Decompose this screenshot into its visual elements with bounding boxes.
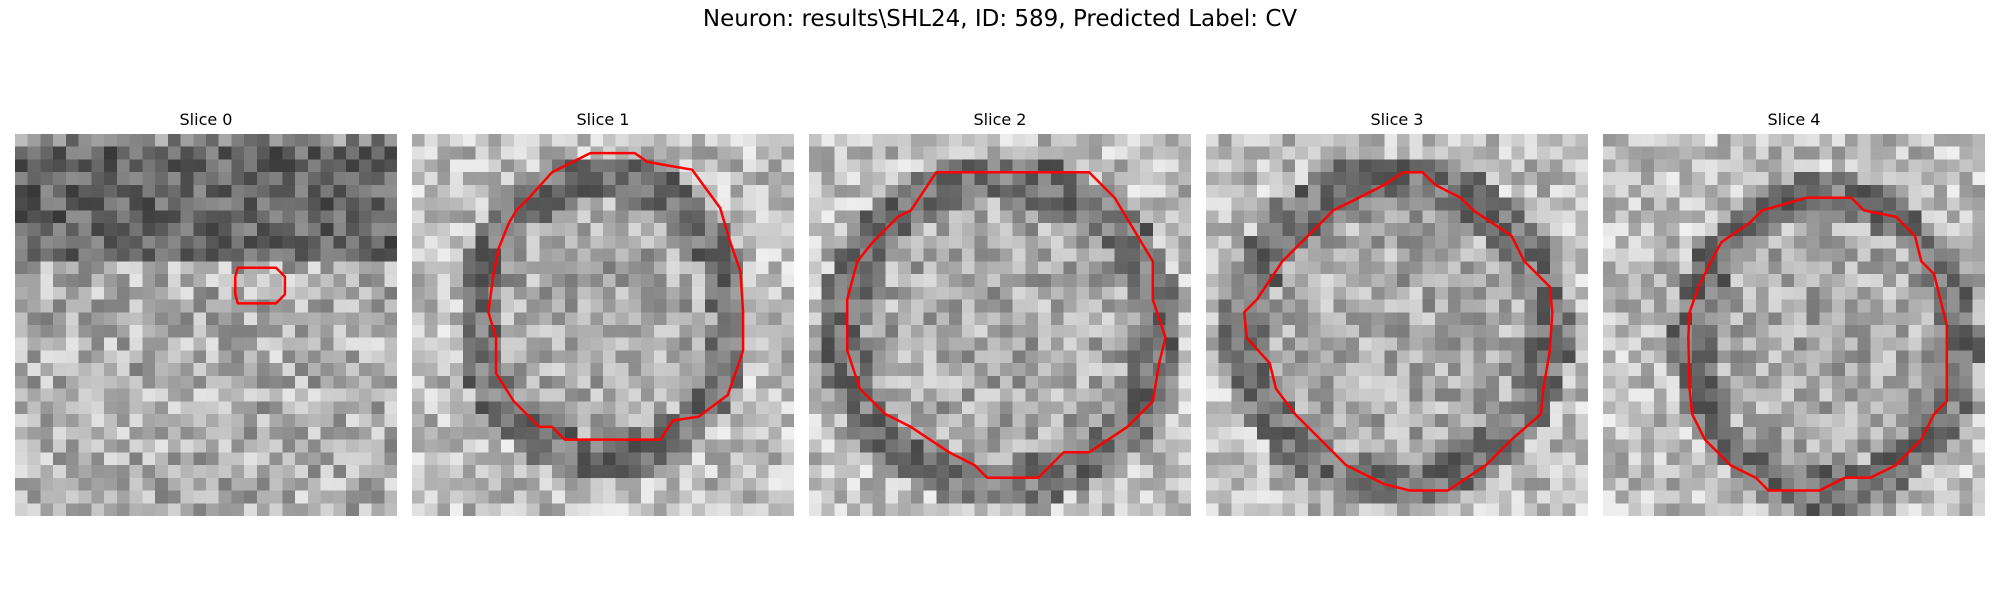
- slice-image-3: [1206, 134, 1588, 516]
- slice-title-3: Slice 3: [1370, 110, 1424, 129]
- segmentation-contour: [487, 151, 745, 441]
- slice-title-2: Slice 2: [973, 110, 1027, 129]
- segmentation-contour: [234, 266, 287, 305]
- slice-title-1: Slice 1: [576, 110, 630, 129]
- segmentation-contour: [845, 170, 1167, 480]
- slice-title-0: Slice 0: [179, 110, 233, 129]
- slice-image-1: [412, 134, 794, 516]
- figure-title: Neuron: results\SHL24, ID: 589, Predicte…: [702, 6, 1298, 32]
- slice-image-4: [1603, 134, 1985, 516]
- slice-image-2: [809, 134, 1191, 516]
- segmentation-contour: [1687, 196, 1949, 492]
- segmentation-contour: [1242, 170, 1554, 492]
- slice-image-0: [15, 134, 397, 516]
- slice-title-4: Slice 4: [1767, 110, 1821, 129]
